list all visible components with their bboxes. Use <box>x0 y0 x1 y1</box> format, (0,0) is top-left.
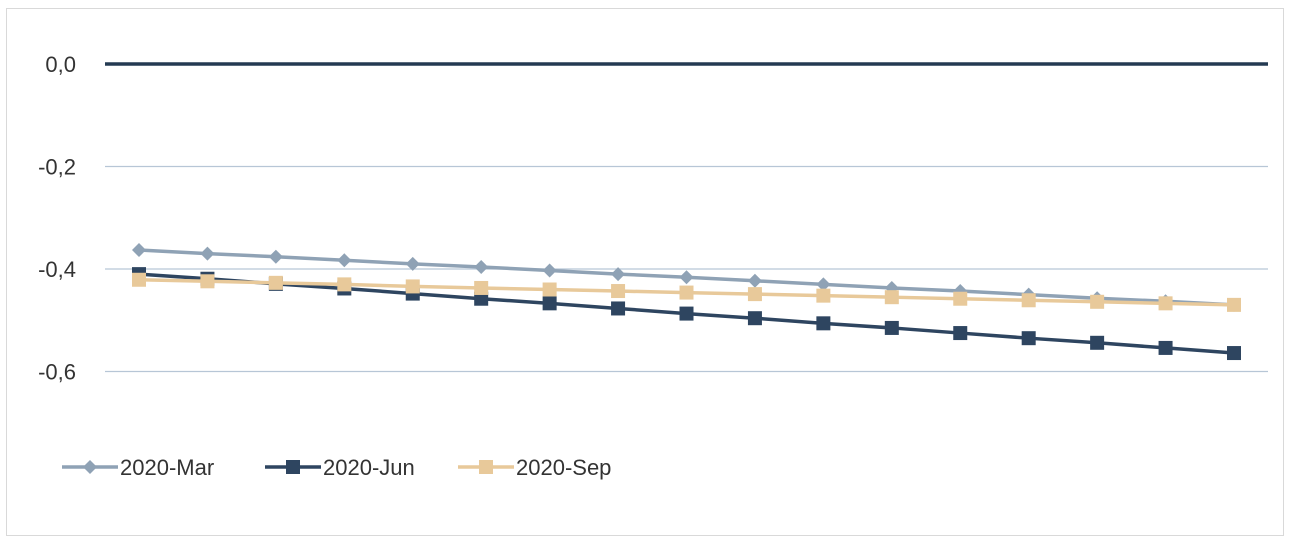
data-point <box>542 282 557 297</box>
legend-item: 2020-Sep <box>458 455 611 480</box>
legend-marker <box>286 460 300 474</box>
data-point <box>747 273 762 288</box>
data-point <box>1090 294 1105 309</box>
data-point <box>268 275 283 290</box>
y-tick-label: -0,6 <box>38 360 76 385</box>
chart-frame <box>6 8 1284 536</box>
data-point <box>474 259 489 274</box>
data-point <box>405 256 420 271</box>
data-point <box>1158 340 1173 355</box>
legend-label: 2020-Jun <box>323 455 415 480</box>
data-point <box>200 246 215 261</box>
legend-item: 2020-Jun <box>265 455 415 480</box>
data-point <box>132 272 146 287</box>
data-point <box>679 306 694 321</box>
series-2020-Mar <box>132 243 1241 312</box>
data-point <box>679 285 694 300</box>
data-point <box>611 267 626 282</box>
data-point <box>953 291 968 306</box>
data-point <box>132 243 146 258</box>
series-lines <box>132 243 1241 361</box>
legend-marker <box>83 460 97 474</box>
y-tick-label: -0,2 <box>38 155 76 180</box>
data-point <box>542 263 557 278</box>
data-point <box>268 249 283 264</box>
data-point <box>1227 346 1241 361</box>
data-point <box>1158 296 1173 311</box>
data-point <box>747 311 762 326</box>
data-point <box>337 253 352 268</box>
legend-item: 2020-Mar <box>62 455 214 480</box>
data-point <box>611 284 626 299</box>
data-point <box>747 287 762 302</box>
data-point <box>816 288 831 303</box>
data-point <box>1021 331 1036 346</box>
data-point <box>884 290 899 305</box>
legend-label: 2020-Mar <box>120 455 214 480</box>
data-point <box>542 296 557 311</box>
data-point <box>337 277 352 292</box>
data-point <box>474 291 489 306</box>
y-tick-label: -0,4 <box>38 257 76 282</box>
data-point <box>953 326 968 341</box>
data-point <box>816 316 831 331</box>
y-tick-label: 0,0 <box>45 52 76 77</box>
series-2020-Sep <box>132 272 1241 312</box>
data-point <box>405 279 420 294</box>
data-point <box>1090 335 1105 350</box>
legend: 2020-Mar 2020-Jun 2020-Sep <box>62 455 611 480</box>
data-point <box>1227 297 1241 312</box>
y-axis-tick-labels: 0,0 -0,2 -0,4 -0,6 <box>38 52 76 385</box>
data-point <box>679 270 694 285</box>
data-point <box>884 320 899 335</box>
data-point <box>816 277 831 292</box>
data-point <box>200 274 215 289</box>
data-point <box>474 280 489 295</box>
legend-label: 2020-Sep <box>516 455 611 480</box>
data-point <box>1021 293 1036 308</box>
grid-lines <box>105 62 1268 373</box>
legend-marker <box>479 460 493 474</box>
data-point <box>611 301 626 316</box>
